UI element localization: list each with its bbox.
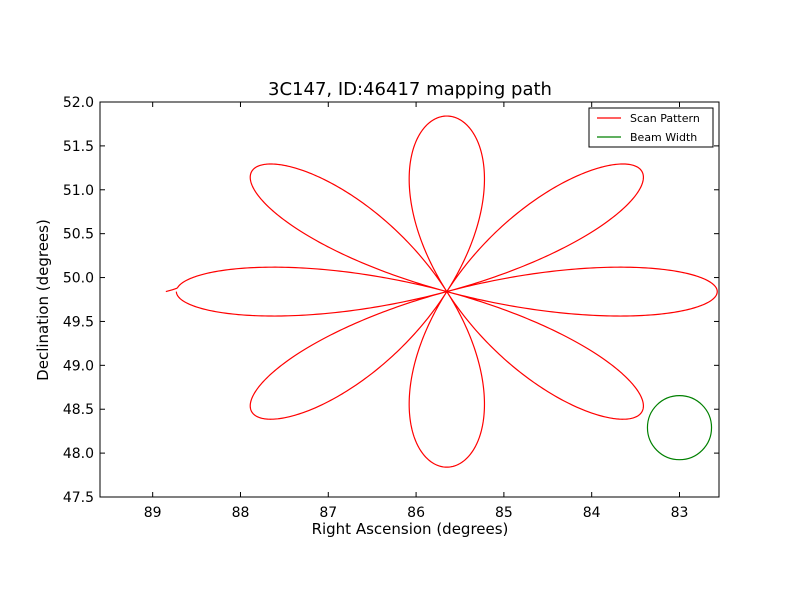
x-tick-label: 88 <box>232 505 250 521</box>
x-tick-label: 85 <box>495 505 513 521</box>
y-axis-label: Declination (degrees) <box>34 219 52 381</box>
axes-frame <box>99 101 720 498</box>
y-axis: 47.5 48.0 48.5 49.0 49.5 50.0 50.5 51.0 51.5 52.0 <box>63 95 719 506</box>
chart-title: 3C147, ID:46417 mapping path <box>268 79 552 100</box>
legend-label-scan-pattern: Scan Pattern <box>630 112 700 125</box>
beam-width-circle <box>646 395 713 461</box>
y-tick-label: 51.5 <box>63 139 94 155</box>
x-tick-label: 89 <box>144 505 162 521</box>
legend: Scan Pattern Beam Width <box>588 107 714 148</box>
scan-pattern-line <box>175 115 718 468</box>
y-tick-label: 47.5 <box>63 490 94 506</box>
y-tick-label: 49.5 <box>63 314 94 330</box>
x-axis-label: Right Ascension (degrees) <box>312 520 509 538</box>
y-tick-label: 51.0 <box>63 183 94 199</box>
y-tick-label: 50.5 <box>63 227 94 243</box>
x-tick-label: 83 <box>671 505 689 521</box>
y-tick-label: 49.0 <box>63 358 94 374</box>
scan-pattern-lead-in <box>165 287 178 293</box>
legend-label-beam-width: Beam Width <box>630 131 697 144</box>
y-tick-label: 48.0 <box>63 446 94 462</box>
x-tick-label: 84 <box>583 505 601 521</box>
y-tick-label: 50.0 <box>63 271 94 287</box>
y-tick-label: 52.0 <box>63 95 94 111</box>
x-tick-label: 87 <box>319 505 337 521</box>
x-tick-label: 86 <box>407 505 425 521</box>
y-tick-label: 48.5 <box>63 402 94 418</box>
x-axis: 89 88 87 86 85 84 83 <box>144 102 689 521</box>
legend-box <box>588 107 714 148</box>
plot-area <box>165 115 718 468</box>
